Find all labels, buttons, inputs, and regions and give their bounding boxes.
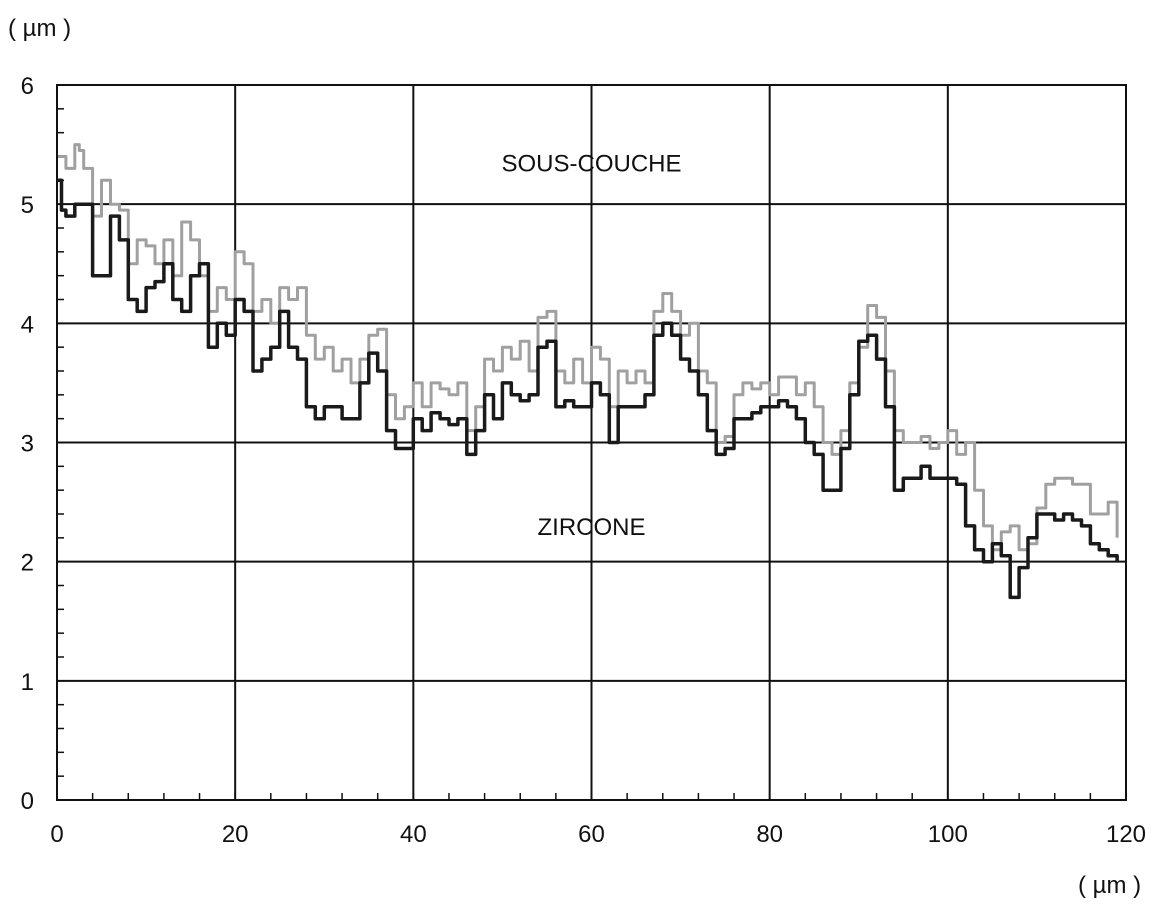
x-tick-label: 100 <box>928 821 968 848</box>
x-tick-label: 120 <box>1106 821 1146 848</box>
x-tick-label: 40 <box>400 821 427 848</box>
y-tick-label: 5 <box>21 192 34 219</box>
x-tick-label: 80 <box>756 821 783 848</box>
y-tick-label: 1 <box>21 669 34 696</box>
y-tick-label: 3 <box>21 431 34 458</box>
series-line-grey <box>57 143 1119 552</box>
y-tick-label: 2 <box>21 550 34 577</box>
annotation-sous-couche: SOUS-COUCHE <box>501 150 681 177</box>
y-tick-label: 0 <box>21 788 34 815</box>
y-unit-label: ( µm ) <box>8 15 71 42</box>
plot-frame <box>56 84 1127 801</box>
y-tick-labels: 0 1 2 3 4 5 6 <box>21 73 34 815</box>
y-tick-label: 4 <box>21 311 34 338</box>
x-tick-labels: 0 20 40 60 80 100 120 <box>50 821 1146 848</box>
series-line-black <box>57 178 1119 600</box>
x-tick-label: 0 <box>50 821 63 848</box>
x-tick-label: 20 <box>222 821 249 848</box>
x-unit-label: ( µm ) <box>1078 872 1141 899</box>
annotation-zircone: ZIRCONE <box>538 514 646 541</box>
x-tick-label: 60 <box>578 821 605 848</box>
series-layer <box>57 143 1119 600</box>
y-tick-label: 6 <box>21 73 34 100</box>
